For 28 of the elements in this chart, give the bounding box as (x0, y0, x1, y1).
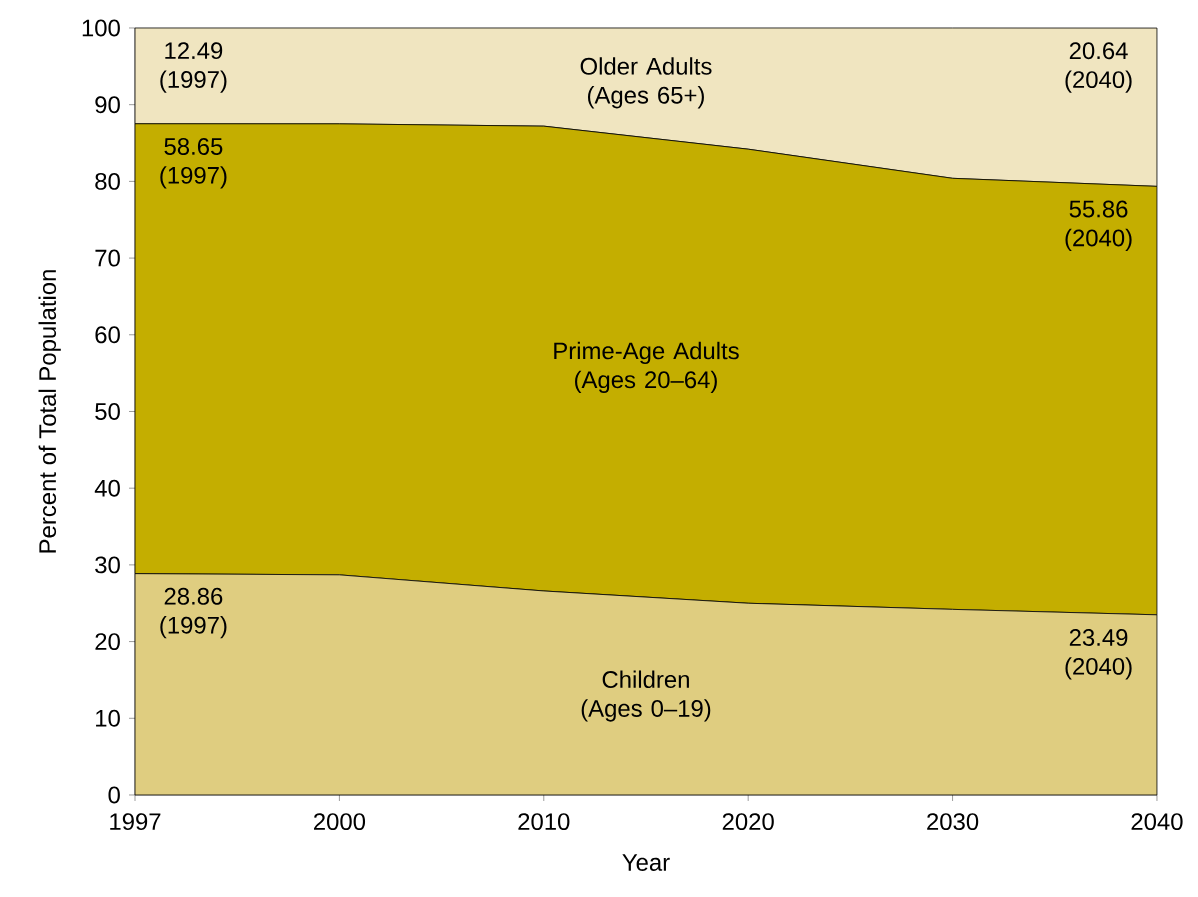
x-axis-title: Year (622, 854, 670, 871)
y-tick-label: 90 (95, 96, 120, 114)
y-tick-label: 70 (95, 249, 120, 267)
x-tick-label: 2030 (927, 813, 979, 831)
data-label: 23.49 (2040) (1065, 629, 1132, 680)
y-tick-label: 10 (96, 709, 120, 727)
y-tick-label: 30 (95, 556, 120, 574)
data-label: 20.64 (2040) (1065, 42, 1132, 93)
y-tick-label: 40 (94, 479, 120, 497)
data-label: 58.65 (1997) (160, 137, 227, 189)
x-tick-label: 2010 (518, 813, 570, 831)
y-tick-label: 60 (95, 326, 120, 344)
series-label: Older Adults (Ages 65+) (580, 57, 712, 109)
y-axis-title: Percent of Total Population (38, 270, 61, 553)
data-label: 12.49 (1997) (160, 42, 227, 93)
series-label: Prime-Age Adults (Ages 20–64) (554, 341, 739, 393)
x-tick-label: 2040 (1131, 813, 1183, 831)
x-tick-label: 2020 (722, 813, 774, 831)
x-tick-label: 2000 (314, 813, 366, 831)
series-label: Children (Ages 0–19) (581, 670, 711, 722)
y-tick-label: 80 (95, 172, 120, 190)
y-tick-label: 50 (95, 403, 120, 420)
x-tick-label: 1997 (110, 813, 161, 831)
y-tick-label: 0 (108, 786, 120, 804)
y-tick-label: 100 (82, 19, 120, 37)
data-label: 28.86 (1997) (160, 587, 227, 639)
y-tick-label: 20 (95, 633, 120, 651)
data-label: 55.86 (2040) (1065, 200, 1132, 252)
